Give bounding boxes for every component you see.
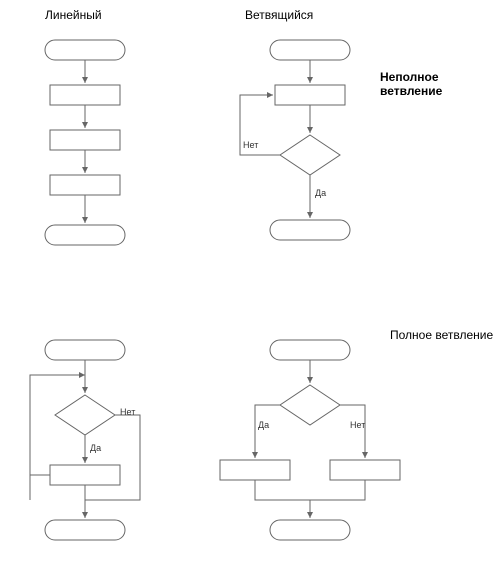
edge-label-no-2: Нет xyxy=(120,407,135,417)
title-branching: Ветвящийся xyxy=(245,8,313,22)
edge-label-yes-3: Да xyxy=(258,420,269,430)
edge-label-yes-1: Да xyxy=(315,188,326,198)
edge-label-yes-2: Да xyxy=(90,443,101,453)
title-linear: Линейный xyxy=(45,8,102,22)
edge-label-no-1: Нет xyxy=(243,140,258,150)
diagram-full-branching xyxy=(210,330,430,560)
diagram-partial-top xyxy=(210,30,410,260)
diagram-linear xyxy=(20,30,160,260)
edge-label-no-3: Нет xyxy=(350,420,365,430)
